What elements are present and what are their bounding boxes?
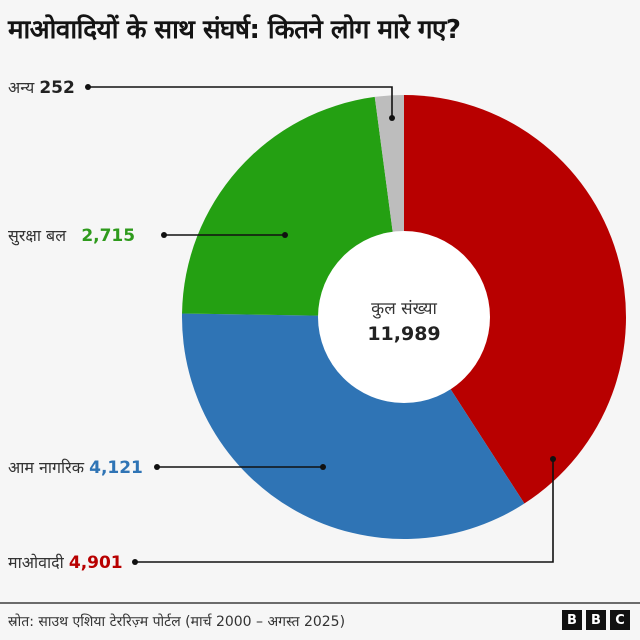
label-other-value: 252: [39, 78, 75, 98]
label-civilians-name: आम नागरिक: [8, 458, 85, 477]
chart-title: माओवादियों के साथ संघर्ष: कितने लोग मारे…: [8, 15, 461, 45]
total-value: 11,989: [367, 323, 441, 345]
label-civilians-value: 4,121: [89, 458, 143, 478]
label-other-name: अन्य: [8, 78, 35, 97]
label-maoists: माओवादी 4,901: [8, 551, 123, 573]
leader-dots: [85, 84, 556, 565]
label-security-name: सुरक्षा बल: [8, 226, 67, 245]
label-other: अन्य 252: [8, 76, 75, 98]
label-civilians: आम नागरिक 4,121: [8, 456, 143, 478]
total-label: कुल संख्या: [371, 299, 437, 319]
label-security-value: 2,715: [81, 226, 136, 246]
donut-center: कुल संख्या 11,989: [318, 296, 490, 345]
leader-lines: [88, 86, 554, 563]
footer-divider: [0, 602, 640, 604]
pie-slice: [404, 95, 627, 504]
source-text: स्रोत: साउथ एशिया टेररिज़्म पोर्टल (मार्…: [8, 614, 346, 630]
donut-hole: [318, 231, 490, 403]
label-maoists-value: 4,901: [68, 553, 123, 573]
bbc-logo: B B C: [562, 610, 630, 630]
label-maoists-name: माओवादी: [8, 553, 64, 572]
pie-slices: [182, 95, 627, 539]
pie-slice: [182, 313, 525, 539]
label-security: सुरक्षा बल 2,715: [8, 224, 135, 246]
